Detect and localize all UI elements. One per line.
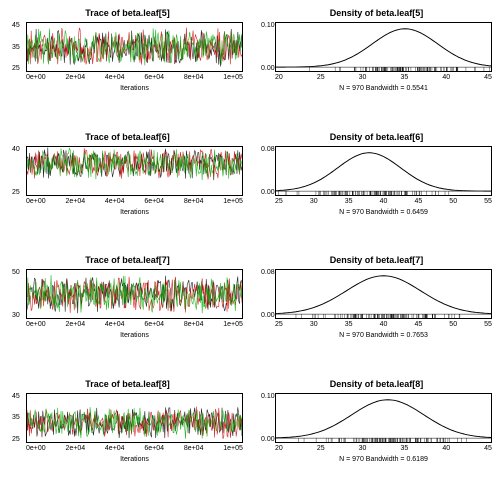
density-y-axis: 0.080.00 [261,269,275,319]
density-panel-6: Density of beta.leaf[6] 0.080.00 2530354… [257,132,496,250]
trace-xlabel: Iterations [26,332,243,339]
trace-x-axis: 0e+002e+044e+046e+048e+041e+05 [26,445,243,452]
trace-plot [26,269,243,319]
trace-y-axis: 5030 [12,269,20,319]
density-x-axis: 25303540455055 [275,198,492,205]
trace-xlabel: Iterations [26,209,243,216]
density-panel-7: Density of beta.leaf[7] 0.080.00 2530354… [257,255,496,373]
trace-xlabel: Iterations [26,85,243,92]
trace-x-axis: 0e+002e+044e+046e+048e+041e+05 [26,74,243,81]
trace-title: Trace of beta.leaf[7] [8,255,247,265]
trace-title: Trace of beta.leaf[6] [8,132,247,142]
trace-panel-6: Trace of beta.leaf[6] 4025 0e+002e+044e+… [8,132,247,250]
density-x-axis: 202530354045 [275,74,492,81]
density-panel-5: Density of beta.leaf[5] 0.100.00 2025303… [257,8,496,126]
trace-x-axis: 0e+002e+044e+046e+048e+041e+05 [26,198,243,205]
density-plot [275,22,492,72]
density-title: Density of beta.leaf[7] [257,255,496,265]
density-caption: N = 970 Bandwidth = 0.7653 [275,332,492,339]
trace-plot [26,22,243,72]
trace-panel-5: Trace of beta.leaf[5] 453525 0e+002e+044… [8,8,247,126]
density-title: Density of beta.leaf[8] [257,379,496,389]
density-y-axis: 0.100.00 [261,393,275,443]
density-x-axis: 202530354045 [275,445,492,452]
trace-plot [26,393,243,443]
density-y-axis: 0.080.00 [261,146,275,196]
trace-panel-8: Trace of beta.leaf[8] 453525 0e+002e+044… [8,379,247,497]
trace-x-axis: 0e+002e+044e+046e+048e+041e+05 [26,321,243,328]
density-plot [275,146,492,196]
trace-y-axis: 4025 [12,146,20,196]
density-plot [275,269,492,319]
trace-y-axis: 453525 [12,22,20,72]
trace-plot [26,146,243,196]
trace-xlabel: Iterations [26,456,243,463]
trace-title: Trace of beta.leaf[5] [8,8,247,18]
trace-title: Trace of beta.leaf[8] [8,379,247,389]
density-y-axis: 0.100.00 [261,22,275,72]
density-x-axis: 25303540455055 [275,321,492,328]
trace-y-axis: 453525 [12,393,20,443]
density-title: Density of beta.leaf[6] [257,132,496,142]
density-plot [275,393,492,443]
density-caption: N = 970 Bandwidth = 0.6459 [275,209,492,216]
density-panel-8: Density of beta.leaf[8] 0.100.00 2025303… [257,379,496,497]
trace-panel-7: Trace of beta.leaf[7] 5030 0e+002e+044e+… [8,255,247,373]
density-title: Density of beta.leaf[5] [257,8,496,18]
density-caption: N = 970 Bandwidth = 0.6189 [275,456,492,463]
density-caption: N = 970 Bandwidth = 0.5541 [275,85,492,92]
